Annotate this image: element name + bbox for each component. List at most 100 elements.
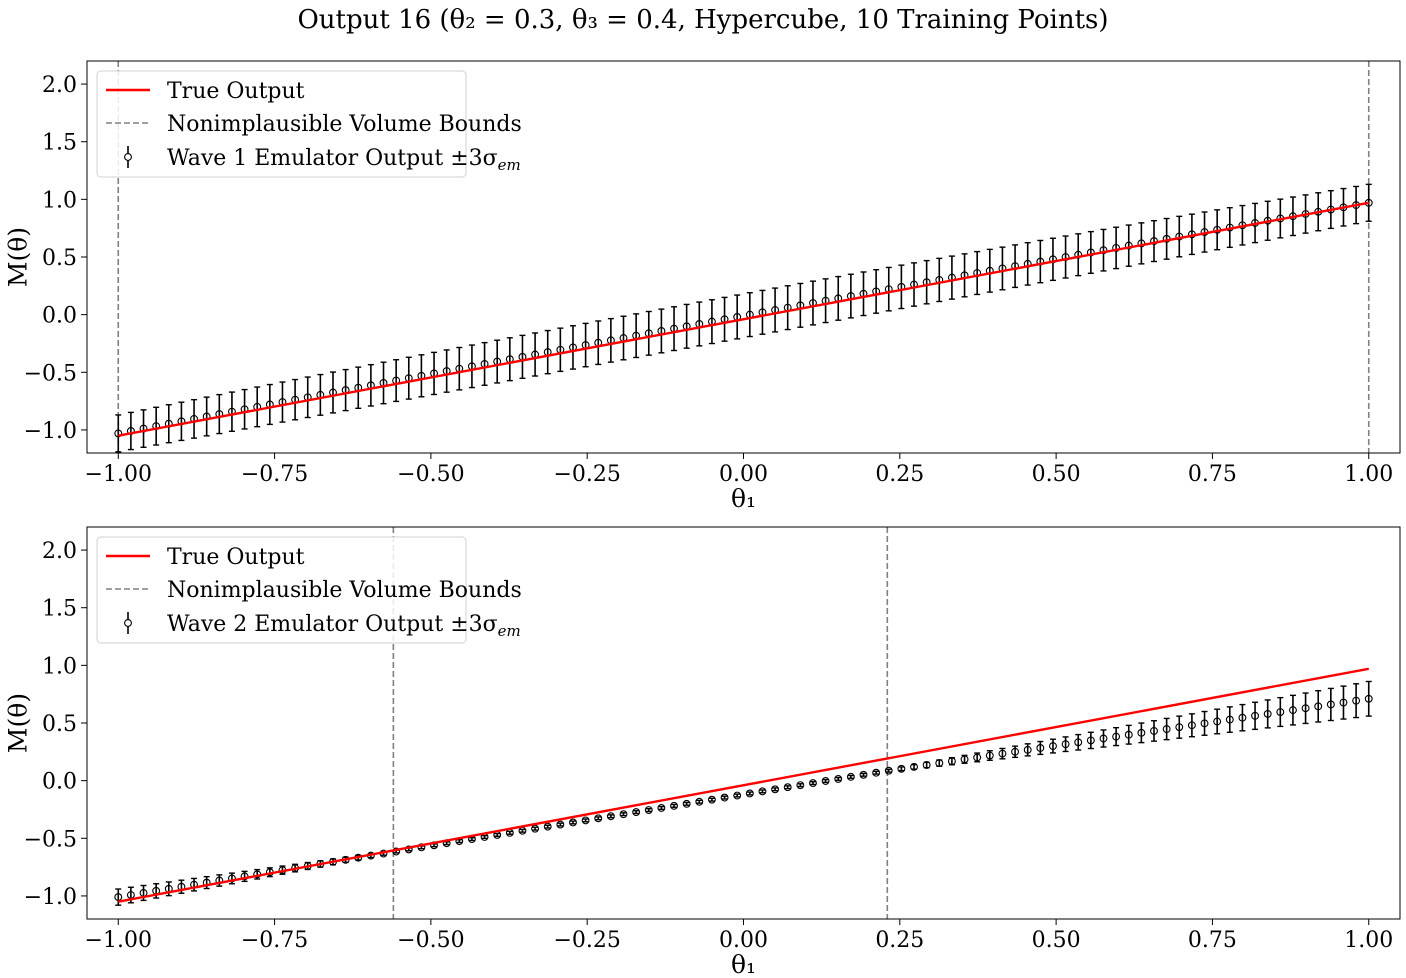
chart-bottom-y-tick-label: 1.0: [42, 654, 77, 679]
chart-bottom-emulator-point: [1150, 726, 1158, 735]
chart-bottom-emulator-point: [1251, 711, 1260, 720]
chart-bottom-emulator-point: [973, 753, 982, 762]
chart-bottom-emulator-point: [1238, 713, 1247, 722]
chart-bottom-emulator-point: [771, 785, 780, 794]
chart-bottom-emulator-point: [619, 810, 628, 819]
chart-bottom-emulator-point: [821, 777, 830, 785]
chart-bottom-emulator-point: [947, 757, 956, 766]
chart-bottom-true-output-line: [118, 667, 1369, 903]
figure-title: Output 16 (θ₂ = 0.3, θ₃ = 0.4, Hypercube…: [297, 5, 1108, 35]
chart-bottom-emulator-point: [632, 808, 641, 817]
chart-bottom-emulator-point: [834, 774, 843, 783]
chart-bottom-emulator-point: [1175, 723, 1184, 732]
chart-bottom-emulator-point: [783, 783, 792, 792]
chart-top-y-tick-label: 2.0: [42, 73, 77, 98]
chart-bottom-emulator-point: [1352, 696, 1361, 705]
chart-bottom-emulator-point: [1011, 747, 1020, 756]
chart-bottom-emulator-point: [1263, 709, 1272, 718]
chart-top-y-tick-label: 1.0: [42, 188, 77, 213]
chart-top-y-tick-label: 1.5: [42, 131, 77, 156]
chart-top-emulator-point: [1099, 246, 1108, 255]
chart-top-x-tick-label: 0.25: [875, 462, 924, 487]
chart-bottom-emulator-point: [227, 874, 236, 883]
chart-bottom-emulator-point: [872, 768, 881, 777]
chart-bottom-legend-label-true-output: True Output: [167, 545, 305, 570]
chart-bottom-emulator-point: [1314, 702, 1323, 711]
chart-bottom-emulator-point: [543, 822, 552, 831]
chart-bottom-emulator-point: [1137, 728, 1146, 737]
chart-bottom-legend-label-bounds: Nonimplausible Volume Bounds: [167, 578, 522, 603]
chart-bottom-emulator-point: [594, 814, 603, 823]
chart-bottom-x-tick-label: 0.00: [719, 928, 768, 953]
chart-bottom-x-tick-label: 0.50: [1032, 928, 1081, 953]
chart-top-x-tick-label: 0.50: [1032, 462, 1081, 487]
chart-bottom-emulator-point: [758, 787, 767, 796]
chart-bottom-emulator-point: [998, 749, 1007, 758]
chart-bottom-emulator-point: [1225, 715, 1234, 724]
chart-top-legend-emulator-swatch-point: [124, 153, 132, 161]
chart-bottom-emulator-point: [1086, 736, 1095, 745]
chart-bottom-emulator-point: [720, 793, 729, 802]
chart-bottom-emulator-point: [1326, 700, 1335, 709]
chart-bottom-emulator-point: [556, 820, 565, 829]
chart-bottom-emulator-point: [606, 812, 615, 821]
chart-bottom-emulator-point: [707, 795, 716, 804]
chart-bottom-y-tick-label: −1.0: [24, 885, 77, 910]
chart-panel-top: −1.00 −0.75 −0.50 −0.25 0.00 0.25 0.50 0.75 1.00…: [4, 60, 1401, 513]
chart-bottom-emulator-point: [1301, 704, 1310, 713]
chart-top-emulator-point: [1112, 243, 1121, 252]
chart-bottom-x-tick-label: −0.50: [397, 928, 464, 953]
chart-bottom-emulator-point: [682, 799, 691, 808]
chart-bottom-legend-emulator-swatch-point: [124, 619, 132, 627]
chart-bottom-legend: [96, 536, 467, 644]
chart-top-y-tick-label: 0.5: [42, 246, 77, 271]
chart-top-y-tick-label: −1.0: [24, 419, 77, 444]
chart-bottom-emulator-point: [922, 761, 931, 769]
chart-bottom-emulator-point: [935, 759, 944, 768]
chart-bottom-emulator-point: [910, 762, 918, 771]
chart-bottom-emulator-point: [1124, 730, 1133, 739]
chart-bottom-emulator-point: [581, 816, 590, 825]
chart-bottom-emulator-point: [796, 781, 805, 790]
chart-top-x-tick-label: −0.75: [241, 462, 308, 487]
chart-bottom-x-tick-label: 0.25: [875, 928, 924, 953]
chart-top-emulator-point: [1124, 241, 1133, 250]
chart-top-x-tick-label: 0.75: [1188, 462, 1237, 487]
chart-bottom-emulator-point: [1213, 717, 1222, 726]
chart-top-legend-label-emulator: Wave 1 Emulator Output ±3σem: [167, 146, 521, 174]
chart-top-x-axis-label: θ₁: [731, 484, 756, 513]
chart-bottom-emulator-point: [1276, 708, 1285, 716]
chart-top-y-tick-label: 0.0: [42, 304, 77, 329]
chart-bottom-emulator-point: [733, 791, 742, 800]
chart-bottom-x-axis-label: θ₁: [731, 950, 756, 978]
chart-bottom-emulator-point: [985, 751, 994, 760]
chart-top-x-tick-label: 1.00: [1344, 462, 1393, 487]
chart-top-legend-label-true-output: True Output: [167, 79, 305, 104]
chart-top-x-tick-label: 0.00: [719, 462, 768, 487]
chart-top-x-tick-label: −1.00: [85, 462, 152, 487]
chart-bottom-emulator-point: [1036, 744, 1045, 752]
chart-top-emulator-point: [1086, 248, 1095, 257]
chart-bottom-emulator-point: [1187, 721, 1196, 730]
chart-bottom-emulator-point: [417, 843, 426, 852]
chart-bottom-emulator-point: [859, 770, 868, 779]
chart-bottom-x-tick-label: −0.25: [553, 928, 620, 953]
chart-top-x-tick-label: −0.25: [553, 462, 620, 487]
chart-bottom-x-tick-label: −1.00: [85, 928, 152, 953]
chart-bottom-emulator-point: [1074, 738, 1083, 747]
chart-bottom-emulator-point: [1023, 745, 1032, 754]
chart-bottom-y-axis-label: M(θ): [4, 693, 33, 753]
chart-bottom-emulator-point: [846, 772, 855, 781]
chart-bottom-emulator-point: [809, 779, 817, 788]
chart-top-legend: [96, 70, 467, 178]
chart-bottom-emulator-point: [897, 764, 906, 773]
chart-bottom-x-tick-label: −0.75: [241, 928, 308, 953]
chart-bottom-emulator-point: [1200, 719, 1209, 728]
chart-bottom-emulator-point: [960, 755, 969, 764]
chart-top-x-tick-label: −0.50: [397, 462, 464, 487]
chart-bottom-emulator-point: [644, 806, 653, 814]
chart-bottom-y-tick-label: 2.0: [42, 539, 77, 564]
chart-bottom-emulator-point: [657, 804, 666, 812]
chart-bottom-y-tick-label: 0.5: [42, 712, 77, 737]
